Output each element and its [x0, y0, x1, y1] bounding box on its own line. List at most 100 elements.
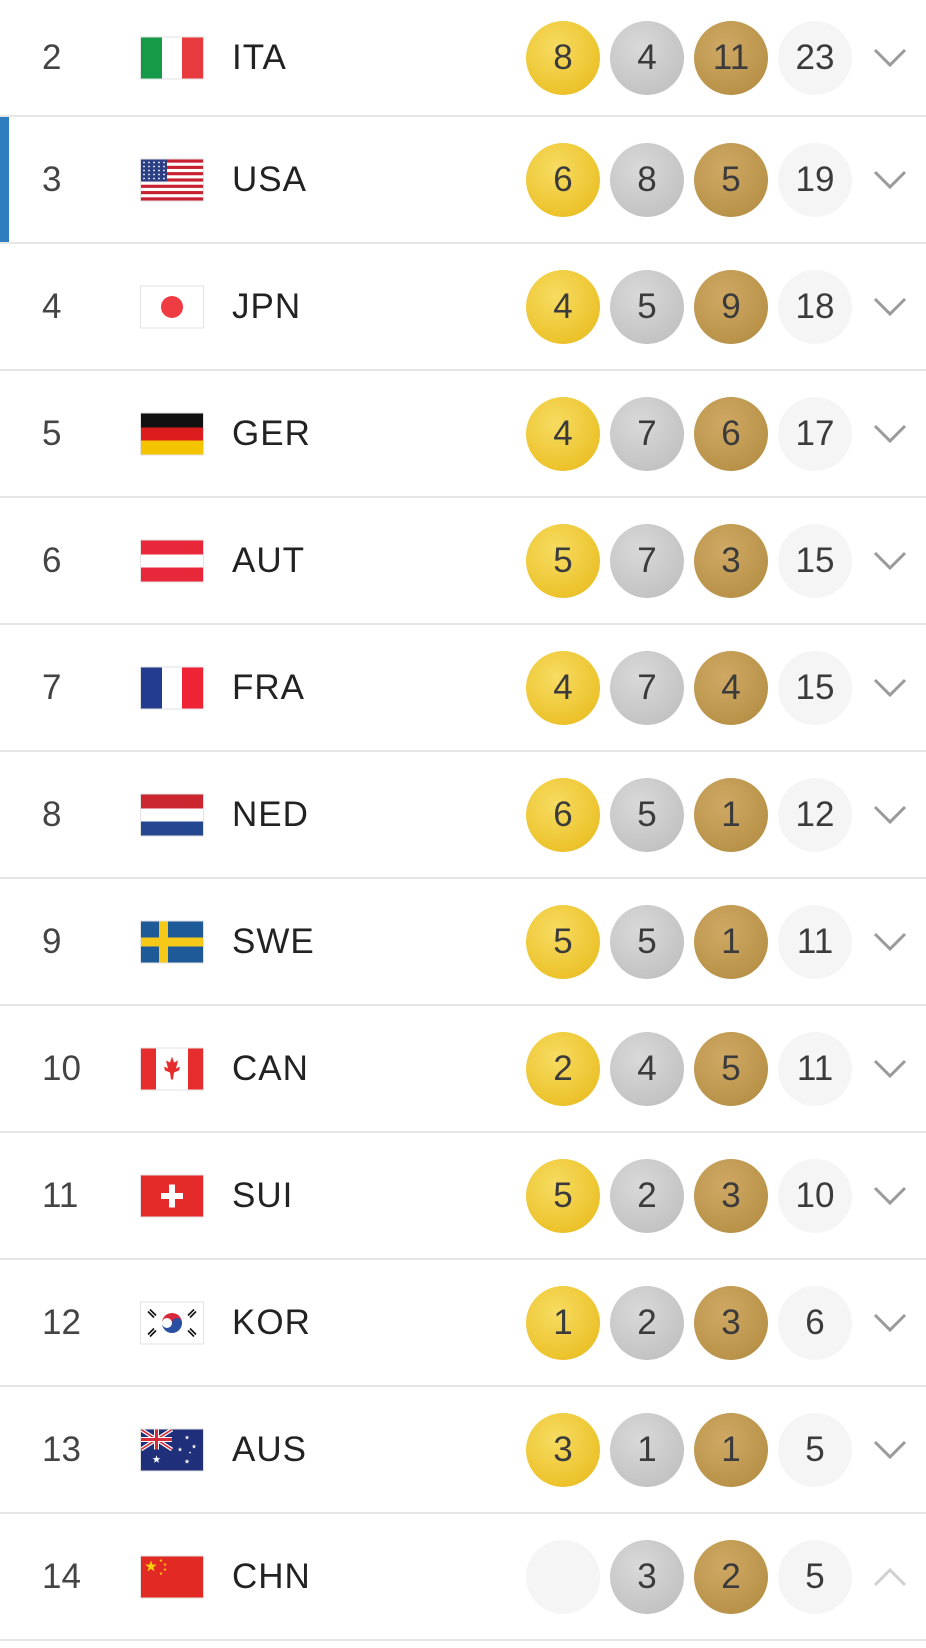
flag-swe-icon	[141, 921, 203, 962]
gold-medal-count: 5	[526, 904, 600, 979]
silver-medal-count: 7	[610, 523, 684, 598]
medal-table-row[interactable]: 2 ITA 8 4 11 23	[0, 0, 926, 117]
gold-medal-count: 4	[526, 269, 600, 344]
chevron-down-icon[interactable]	[872, 1439, 908, 1461]
flag-ger-icon	[141, 413, 203, 454]
gold-medal-count: 6	[526, 142, 600, 217]
total-medal-count: 5	[778, 1412, 852, 1487]
medal-table-row[interactable]: 8 NED 6 5 1 12	[0, 752, 926, 879]
bronze-medal-count: 5	[694, 142, 768, 217]
total-medal-count: 10	[778, 1158, 852, 1233]
chevron-down-icon[interactable]	[872, 1312, 908, 1334]
bronze-medal-count: 5	[694, 1031, 768, 1106]
medal-table-row[interactable]: 3 USA 6 8 5 19	[0, 117, 926, 244]
gold-medal-count: 3	[526, 1412, 600, 1487]
gold-medal-count	[526, 1539, 600, 1614]
flag-ned-icon	[141, 794, 203, 835]
flag-aus-icon	[141, 1429, 203, 1470]
rank: 10	[42, 1048, 81, 1088]
gold-medal-count: 1	[526, 1285, 600, 1360]
chevron-down-icon[interactable]	[872, 1058, 908, 1080]
rank: 14	[42, 1556, 81, 1596]
medal-table-row[interactable]: 5 GER 4 7 6 17	[0, 371, 926, 498]
rank: 11	[42, 1175, 79, 1215]
chevron-down-icon[interactable]	[872, 47, 908, 69]
total-medal-count: 11	[778, 1031, 852, 1106]
chevron-down-icon[interactable]	[872, 550, 908, 572]
bronze-medal-count: 9	[694, 269, 768, 344]
rank: 8	[42, 794, 62, 834]
medal-table-row[interactable]: 7 FRA 4 7 4 15	[0, 625, 926, 752]
flag-usa-icon	[141, 159, 203, 200]
country-code: SWE	[232, 921, 315, 961]
flag-sui-icon	[141, 1175, 203, 1216]
gold-medal-count: 8	[526, 20, 600, 95]
row-highlight-bar	[0, 117, 9, 242]
flag-fra-icon	[141, 667, 203, 708]
total-medal-count: 6	[778, 1285, 852, 1360]
bronze-medal-count: 2	[694, 1539, 768, 1614]
chevron-down-icon[interactable]	[872, 296, 908, 318]
bronze-medal-count: 4	[694, 650, 768, 725]
country-code: USA	[232, 159, 307, 199]
flag-aut-icon	[141, 540, 203, 581]
rank: 5	[42, 413, 62, 453]
rank: 13	[42, 1429, 81, 1469]
medal-table-row[interactable]: 10 CAN 2 4 5 11	[0, 1006, 926, 1133]
country-code: NED	[232, 794, 309, 834]
silver-medal-count: 7	[610, 396, 684, 471]
chevron-down-icon[interactable]	[872, 677, 908, 699]
medal-table-row[interactable]: 12 KOR 1 2 3 6	[0, 1260, 926, 1387]
country-code: FRA	[232, 667, 305, 707]
medal-table-row[interactable]: 4 JPN 4 5 9 18	[0, 244, 926, 371]
chevron-down-icon[interactable]	[872, 804, 908, 826]
chevron-down-icon[interactable]	[872, 931, 908, 953]
silver-medal-count: 4	[610, 1031, 684, 1106]
medal-table-row[interactable]: 9 SWE 5 5 1 11	[0, 879, 926, 1006]
rank: 2	[42, 37, 62, 77]
silver-medal-count: 8	[610, 142, 684, 217]
total-medal-count: 5	[778, 1539, 852, 1614]
country-code: GER	[232, 413, 311, 453]
flag-can-icon	[141, 1048, 203, 1089]
chevron-down-icon[interactable]	[872, 423, 908, 445]
total-medal-count: 18	[778, 269, 852, 344]
gold-medal-count: 5	[526, 523, 600, 598]
medal-table-row[interactable]: 13 AUS 3 1 1 5	[0, 1387, 926, 1514]
medal-table-row[interactable]: 14 CHN 3 2 5	[0, 1514, 926, 1641]
chevron-down-icon[interactable]	[872, 169, 908, 191]
gold-medal-count: 4	[526, 650, 600, 725]
country-code: AUS	[232, 1429, 307, 1469]
total-medal-count: 12	[778, 777, 852, 852]
chevron-down-icon[interactable]	[872, 1185, 908, 1207]
country-code: SUI	[232, 1175, 294, 1215]
bronze-medal-count: 3	[694, 1158, 768, 1233]
rank: 3	[42, 159, 62, 199]
bronze-medal-count: 3	[694, 523, 768, 598]
country-code: CAN	[232, 1048, 309, 1088]
country-code: CHN	[232, 1556, 311, 1596]
bronze-medal-count: 6	[694, 396, 768, 471]
silver-medal-count: 4	[610, 20, 684, 95]
rank: 12	[42, 1302, 81, 1342]
chevron-up-icon[interactable]	[872, 1566, 908, 1588]
silver-medal-count: 7	[610, 650, 684, 725]
gold-medal-count: 4	[526, 396, 600, 471]
bronze-medal-count: 1	[694, 777, 768, 852]
gold-medal-count: 6	[526, 777, 600, 852]
rank: 9	[42, 921, 62, 961]
medal-table-row[interactable]: 6 AUT 5 7 3 15	[0, 498, 926, 625]
bronze-medal-count: 11	[694, 20, 768, 95]
bronze-medal-count: 3	[694, 1285, 768, 1360]
country-code: ITA	[232, 37, 287, 77]
gold-medal-count: 2	[526, 1031, 600, 1106]
total-medal-count: 11	[778, 904, 852, 979]
total-medal-count: 17	[778, 396, 852, 471]
flag-ita-icon	[141, 37, 203, 78]
total-medal-count: 15	[778, 650, 852, 725]
bronze-medal-count: 1	[694, 1412, 768, 1487]
gold-medal-count: 5	[526, 1158, 600, 1233]
medal-table-row[interactable]: 11 SUI 5 2 3 10	[0, 1133, 926, 1260]
silver-medal-count: 2	[610, 1158, 684, 1233]
